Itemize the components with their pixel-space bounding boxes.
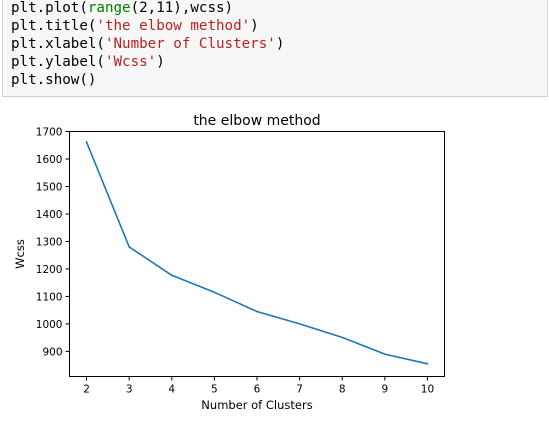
code-token: (2,11),wcss) bbox=[130, 0, 234, 16]
x-tick-label: 10 bbox=[421, 384, 434, 396]
code-token: 'Number of Clusters' bbox=[104, 36, 276, 52]
code-line: plt.plot(range(2,11),wcss) bbox=[11, 0, 233, 18]
y-tick-label: 1000 bbox=[36, 319, 63, 331]
code-token: ) bbox=[250, 18, 259, 34]
code-line: plt.ylabel('Wcss') bbox=[11, 52, 165, 72]
x-tick-label: 7 bbox=[296, 384, 303, 396]
data-point bbox=[256, 310, 258, 313]
code-cell[interactable]: plt.plot(range(2,11),wcss) plt.title('th… bbox=[2, 0, 548, 97]
y-tick-label: 1700 bbox=[36, 127, 63, 139]
code-token: plt.title( bbox=[11, 18, 97, 34]
data-point bbox=[384, 353, 386, 355]
data-point bbox=[128, 246, 130, 248]
y-tick-label: 1600 bbox=[36, 154, 63, 166]
plot-area bbox=[69, 131, 445, 377]
y-tick-label: 900 bbox=[42, 346, 62, 358]
code-token: plt.plot( bbox=[11, 0, 88, 16]
code-token: plt.show() bbox=[11, 72, 97, 88]
code-token: 'the elbow method' bbox=[96, 18, 251, 34]
data-point bbox=[85, 141, 88, 143]
x-tick-label: 6 bbox=[254, 384, 261, 396]
x-tick-label: 8 bbox=[339, 384, 346, 396]
code-line: plt.xlabel('Number of Clusters') bbox=[11, 34, 284, 54]
code-line: plt.title('the elbow method') bbox=[11, 16, 259, 36]
y-tick-label: 1100 bbox=[36, 291, 63, 303]
code-line: plt.show() bbox=[11, 70, 96, 90]
y-tick-label: 1300 bbox=[36, 236, 63, 248]
code-token: range bbox=[87, 0, 131, 16]
y-tick-label: 1400 bbox=[36, 209, 63, 221]
x-tick-label: 5 bbox=[211, 384, 218, 396]
code-token: plt.xlabel( bbox=[11, 36, 105, 52]
x-tick-label: 2 bbox=[83, 384, 90, 396]
y-axis-label: Wcss bbox=[13, 239, 27, 269]
y-tick-label: 1500 bbox=[36, 181, 63, 193]
data-point bbox=[426, 362, 429, 365]
data-point bbox=[298, 323, 301, 325]
code-token: plt.ylabel( bbox=[11, 54, 105, 70]
data-point bbox=[170, 274, 173, 277]
x-tick-label: 3 bbox=[126, 384, 133, 396]
code-token: 'Wcss' bbox=[104, 54, 157, 70]
code-token: ) bbox=[156, 54, 165, 70]
chart-title: the elbow method bbox=[193, 113, 320, 129]
y-tick-label: 1200 bbox=[36, 264, 63, 276]
x-axis-label: Number of Clusters bbox=[201, 398, 312, 412]
x-tick-label: 9 bbox=[381, 384, 388, 396]
data-point bbox=[341, 336, 344, 339]
x-tick-label: 4 bbox=[168, 384, 175, 396]
code-token: ) bbox=[275, 36, 285, 52]
data-point bbox=[213, 291, 216, 294]
